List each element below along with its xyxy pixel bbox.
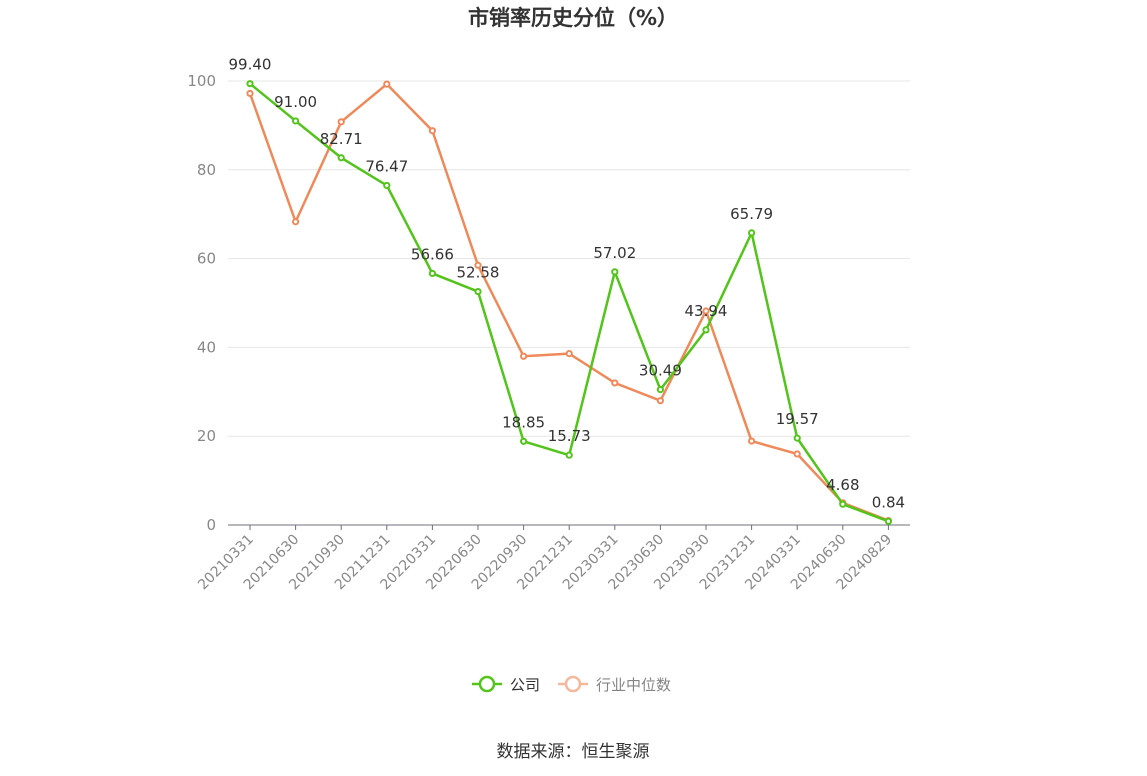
axes: 0204060801002021033120210630202109302021…	[187, 72, 910, 593]
data-point-industry-median	[337, 118, 345, 126]
data-point-company	[839, 500, 847, 508]
data-label: 52.58	[457, 264, 500, 282]
data-label: 99.40	[229, 56, 272, 74]
data-point-industry-median	[702, 307, 710, 315]
data-point-company	[246, 80, 254, 88]
legend-item-industry-median[interactable]: 行业中位数	[558, 675, 671, 694]
data-point-company	[292, 117, 300, 125]
data-label: 15.73	[548, 427, 591, 445]
chart-title: 市销率历史分位（%）	[468, 6, 678, 30]
legend-label: 行业中位数	[596, 676, 671, 694]
data-label: 43.94	[685, 302, 728, 320]
source-note: 数据来源：恒生聚源	[497, 742, 650, 762]
y-tick-label: 0	[206, 516, 216, 534]
data-label: 18.85	[502, 413, 545, 431]
data-point-company	[656, 386, 665, 394]
data-label: 30.49	[639, 362, 682, 380]
data-label: 82.71	[320, 130, 363, 148]
data-label: 56.66	[411, 245, 454, 263]
data-point-company	[565, 451, 573, 459]
data-point-company	[702, 326, 710, 334]
legend-label: 公司	[510, 676, 540, 694]
data-label: 0.84	[872, 493, 905, 511]
data-label: 91.00	[274, 93, 317, 111]
data-point-company	[793, 434, 801, 442]
data-point-company	[520, 437, 528, 445]
data-point-industry-median	[748, 437, 756, 445]
y-tick-label: 100	[187, 72, 216, 90]
data-label: 57.02	[593, 244, 636, 262]
data-point-company	[474, 287, 482, 296]
data-label: 19.57	[776, 410, 819, 428]
data-point-industry-median	[428, 127, 436, 135]
y-tick-label: 80	[197, 161, 216, 179]
data-label: 4.68	[826, 476, 859, 494]
data-point-industry-median	[565, 350, 573, 358]
data-point-company	[337, 154, 345, 162]
series-layer	[246, 80, 893, 525]
legend[interactable]: 公司 行业中位数	[472, 675, 671, 694]
data-label: 76.47	[365, 157, 408, 175]
data-point-company	[748, 229, 756, 237]
data-point-industry-median	[520, 352, 528, 360]
data-point-industry-median	[656, 397, 665, 405]
data-point-company	[428, 269, 436, 278]
data-point-industry-median	[246, 89, 254, 98]
data-point-company	[383, 181, 391, 190]
data-point-industry-median	[611, 379, 619, 387]
y-tick-label: 60	[197, 250, 216, 268]
data-point-company	[884, 517, 893, 525]
data-point-industry-median	[793, 450, 801, 458]
data-point-industry-median	[474, 261, 482, 269]
data-label: 65.79	[730, 205, 773, 223]
y-tick-label: 40	[197, 338, 216, 356]
legend-marker-icon	[564, 675, 582, 693]
legend-item-company[interactable]: 公司	[472, 675, 540, 694]
legend-marker-icon	[478, 675, 496, 693]
y-tick-label: 20	[197, 427, 216, 445]
data-point-company	[611, 268, 619, 276]
data-point-industry-median	[292, 218, 300, 226]
data-point-industry-median	[383, 80, 391, 88]
